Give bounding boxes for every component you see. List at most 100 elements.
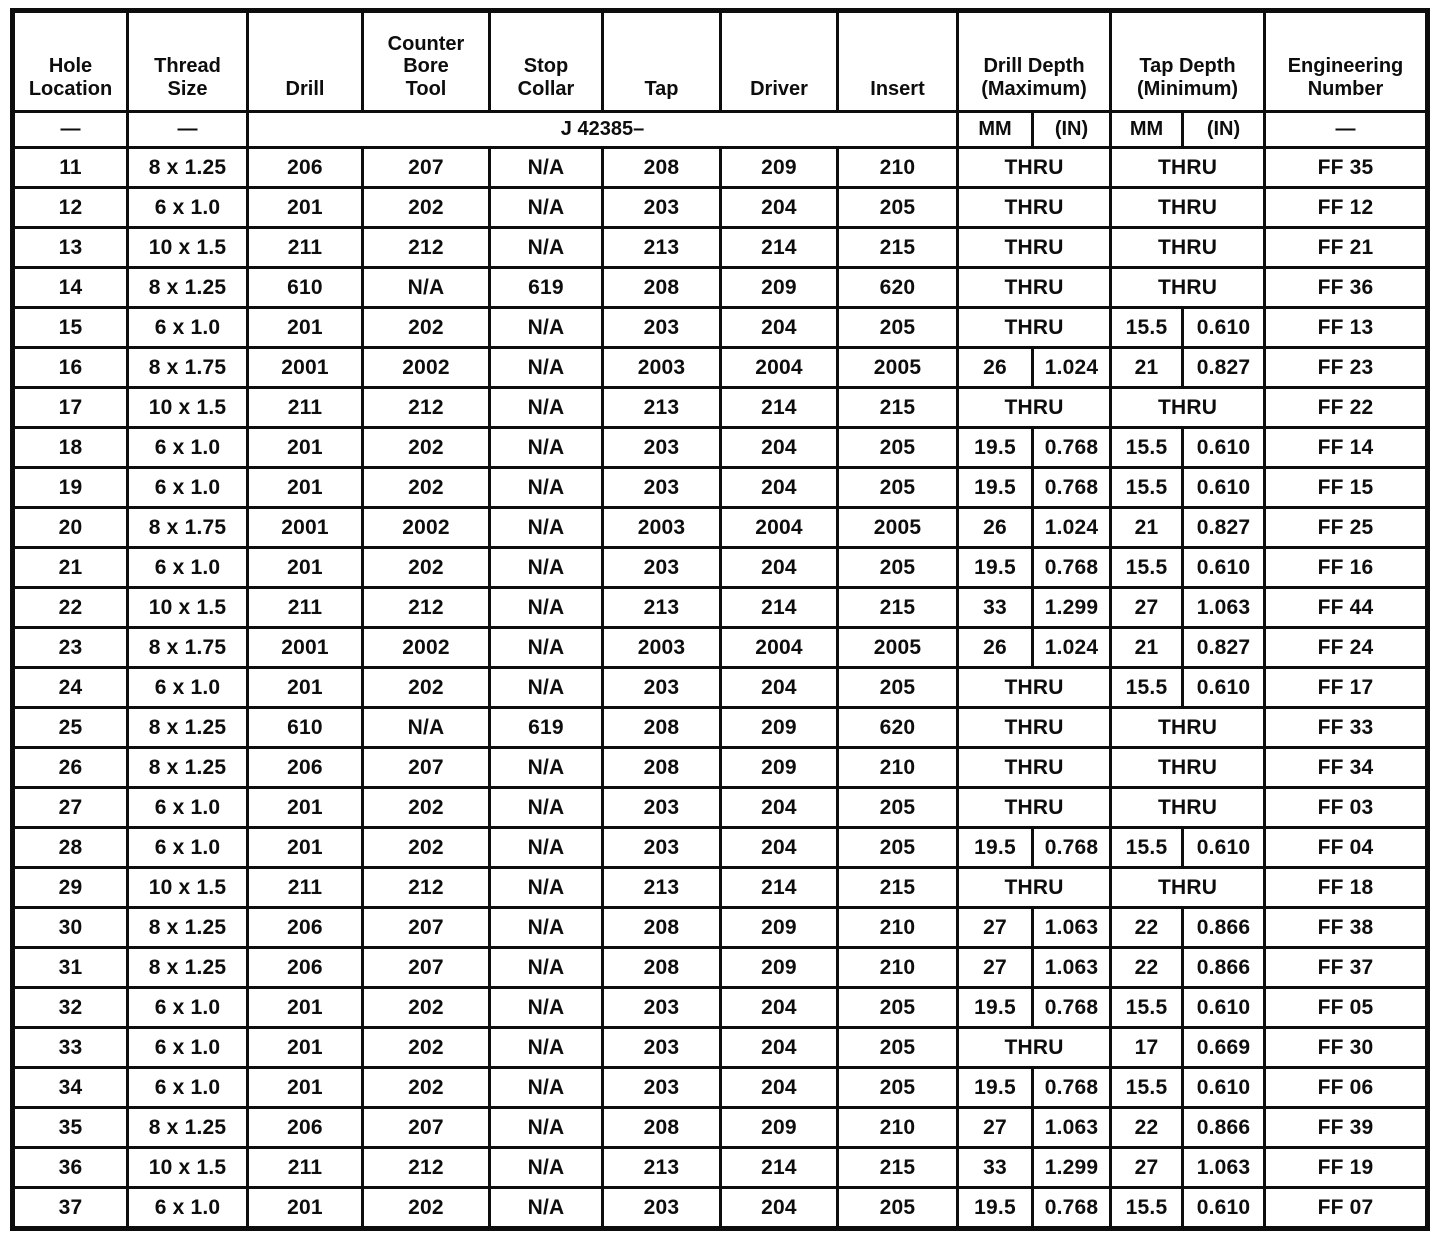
cell-insert: 215 — [836, 866, 959, 909]
cell-driver: 2004 — [719, 506, 839, 549]
cell-drill: 206 — [246, 746, 364, 789]
subheader-hole-dash: — — [11, 110, 129, 149]
cell-tap-depth-thru: THRU — [1109, 386, 1266, 429]
cell-stop-collar: N/A — [488, 626, 604, 669]
cell-drill: 201 — [246, 1066, 364, 1109]
subheader-tool-group-number: J 42385– — [246, 110, 959, 149]
cell-insert: 205 — [836, 1026, 959, 1069]
cell-insert: 205 — [836, 826, 959, 869]
table-row: 26 8 x 1.25 206 207 N/A 208 209 210 THRU THRU FF 3… — [11, 746, 1429, 789]
cell-drill-depth-mm: 19.5 — [956, 546, 1034, 589]
cell-driver: 2004 — [719, 346, 839, 389]
subheader-drill-depth-mm-unit: MM — [956, 110, 1034, 149]
cell-thread-size: 6 x 1.0 — [126, 786, 249, 829]
cell-drill: 211 — [246, 586, 364, 629]
cell-drill: 2001 — [246, 626, 364, 669]
cell-stop-collar: N/A — [488, 186, 604, 229]
cell-tap-depth-in: 0.866 — [1181, 1106, 1266, 1149]
table-row: 21 6 x 1.0 201 202 N/A 203 204 205 19.5 0.768 15.5… — [11, 546, 1429, 589]
cell-stop-collar: N/A — [488, 146, 604, 189]
cell-tap-depth-mm: 15.5 — [1109, 546, 1184, 589]
cell-counter-bore-tool: 212 — [361, 586, 491, 629]
cell-counter-bore-tool: 212 — [361, 226, 491, 269]
cell-driver: 209 — [719, 1106, 839, 1149]
cell-tap-depth-in: 0.827 — [1181, 506, 1266, 549]
column-header-drill: Drill — [246, 9, 364, 113]
cell-hole-location: 36 — [11, 1146, 129, 1189]
subheader-row: — — J 42385– MM (IN) MM (IN) — — [11, 110, 1429, 149]
cell-thread-size: 8 x 1.75 — [126, 506, 249, 549]
cell-drill-depth-mm: 33 — [956, 586, 1034, 629]
table-row: 28 6 x 1.0 201 202 N/A 203 204 205 19.5 0.768 15.5… — [11, 826, 1429, 869]
cell-drill-depth-mm: 19.5 — [956, 466, 1034, 509]
cell-hole-location: 17 — [11, 386, 129, 429]
cell-thread-size: 8 x 1.25 — [126, 1106, 249, 1149]
cell-engineering-number: FF 35 — [1263, 146, 1429, 189]
cell-drill: 2001 — [246, 346, 364, 389]
cell-tap-depth-in: 0.610 — [1181, 986, 1266, 1029]
cell-stop-collar: N/A — [488, 1186, 604, 1230]
cell-driver: 204 — [719, 466, 839, 509]
cell-engineering-number: FF 25 — [1263, 506, 1429, 549]
cell-counter-bore-tool: 202 — [361, 426, 491, 469]
cell-driver: 209 — [719, 146, 839, 189]
cell-thread-size: 10 x 1.5 — [126, 386, 249, 429]
cell-hole-location: 34 — [11, 1066, 129, 1109]
cell-insert: 215 — [836, 586, 959, 629]
cell-drill: 201 — [246, 986, 364, 1029]
cell-stop-collar: 619 — [488, 266, 604, 309]
cell-stop-collar: N/A — [488, 506, 604, 549]
cell-tap-depth-in: 0.610 — [1181, 1066, 1266, 1109]
cell-tap-depth-mm: 22 — [1109, 1106, 1184, 1149]
cell-counter-bore-tool: 207 — [361, 946, 491, 989]
cell-driver: 204 — [719, 546, 839, 589]
cell-insert: 205 — [836, 426, 959, 469]
cell-tap-depth-mm: 21 — [1109, 626, 1184, 669]
cell-tap-depth-thru: THRU — [1109, 146, 1266, 189]
table-row: 22 10 x 1.5 211 212 N/A 213 214 215 33 1.299 27 1.0… — [11, 586, 1429, 629]
column-header-hole: Hole Location — [11, 9, 129, 113]
table-body: 11 8 x 1.25 206 207 N/A 208 209 210 THRU THRU FF 3… — [11, 146, 1429, 1230]
cell-tap: 203 — [601, 1066, 722, 1109]
cell-counter-bore-tool: 207 — [361, 906, 491, 949]
cell-hole-location: 14 — [11, 266, 129, 309]
cell-insert: 210 — [836, 1106, 959, 1149]
cell-tap-depth-mm: 15.5 — [1109, 1066, 1184, 1109]
table-row: 30 8 x 1.25 206 207 N/A 208 209 210 27 1.063 22 0.8… — [11, 906, 1429, 949]
cell-thread-size: 8 x 1.25 — [126, 906, 249, 949]
cell-stop-collar: N/A — [488, 1106, 604, 1149]
cell-drill: 201 — [246, 786, 364, 829]
cell-drill-depth-mm: 19.5 — [956, 426, 1034, 469]
column-header-engineering: Engineering Number — [1263, 9, 1429, 113]
cell-insert: 205 — [836, 306, 959, 349]
table-row: 12 6 x 1.0 201 202 N/A 203 204 205 THRU THRU FF 12 — [11, 186, 1429, 229]
cell-tap: 208 — [601, 706, 722, 749]
cell-driver: 204 — [719, 826, 839, 869]
cell-engineering-number: FF 38 — [1263, 906, 1429, 949]
column-header-driver: Driver — [719, 9, 839, 113]
cell-engineering-number: FF 18 — [1263, 866, 1429, 909]
cell-insert: 205 — [836, 546, 959, 589]
cell-tap-depth-thru: THRU — [1109, 706, 1266, 749]
cell-tap-depth-in: 0.610 — [1181, 426, 1266, 469]
cell-thread-size: 6 x 1.0 — [126, 826, 249, 869]
cell-tap-depth-thru: THRU — [1109, 226, 1266, 269]
table-header: Hole Location Thread Size Drill Counter Bor… — [11, 9, 1429, 149]
cell-tap: 203 — [601, 986, 722, 1029]
cell-tap: 213 — [601, 586, 722, 629]
cell-stop-collar: N/A — [488, 386, 604, 429]
cell-stop-collar: N/A — [488, 1026, 604, 1069]
cell-insert: 205 — [836, 1186, 959, 1230]
cell-drill-depth-in: 0.768 — [1031, 466, 1112, 509]
cell-tap-depth-in: 0.610 — [1181, 546, 1266, 589]
cell-drill-depth-mm: 27 — [956, 906, 1034, 949]
cell-thread-size: 8 x 1.25 — [126, 266, 249, 309]
cell-hole-location: 29 — [11, 866, 129, 909]
subheader-tap-depth-mm-unit: MM — [1109, 110, 1184, 149]
cell-hole-location: 37 — [11, 1186, 129, 1230]
cell-drill-depth-in: 0.768 — [1031, 1186, 1112, 1230]
cell-drill-depth-mm: 27 — [956, 1106, 1034, 1149]
cell-tap: 2003 — [601, 506, 722, 549]
cell-drill-depth-in: 1.063 — [1031, 1106, 1112, 1149]
cell-drill: 211 — [246, 386, 364, 429]
